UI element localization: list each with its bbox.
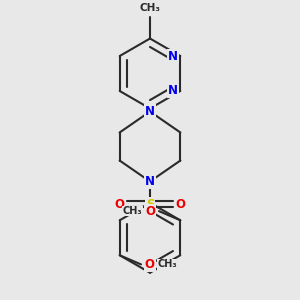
Text: CH₃: CH₃	[140, 3, 160, 13]
Text: CH₃: CH₃	[158, 260, 177, 269]
Text: O: O	[115, 198, 124, 211]
Text: O: O	[146, 205, 155, 218]
Text: O: O	[145, 258, 154, 271]
Text: O: O	[176, 198, 185, 211]
Text: N: N	[145, 175, 155, 188]
Text: S: S	[146, 198, 154, 211]
Text: N: N	[145, 105, 155, 118]
Text: N: N	[168, 50, 178, 62]
Text: CH₃: CH₃	[123, 206, 142, 216]
Text: N: N	[168, 85, 178, 98]
